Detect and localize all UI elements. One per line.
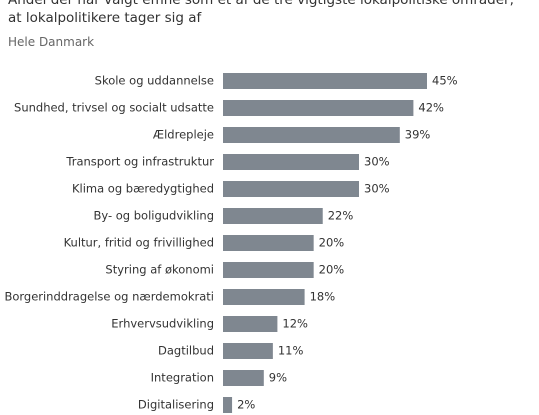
data-label: 9% xyxy=(269,371,287,385)
bar xyxy=(223,181,359,197)
data-label: 2% xyxy=(237,398,255,412)
category-label: Styring af økonomi xyxy=(105,263,214,277)
bar xyxy=(223,235,314,251)
data-label: 20% xyxy=(319,263,345,277)
category-label: Dagtilbud xyxy=(158,344,214,358)
category-label: Borgerinddragelse og nærdemokrati xyxy=(4,290,214,304)
data-label: 20% xyxy=(319,236,345,250)
bar xyxy=(223,397,233,413)
data-label: 30% xyxy=(364,182,390,196)
data-label: 18% xyxy=(310,290,336,304)
bar xyxy=(223,262,314,278)
data-label: 39% xyxy=(405,128,431,142)
data-label: 22% xyxy=(328,209,354,223)
bar xyxy=(223,289,305,305)
category-label: Klima og bæredygtighed xyxy=(72,182,214,196)
bar xyxy=(223,100,414,116)
data-label: 42% xyxy=(418,101,444,115)
chart-title: Andel der har valgt emne som et af de tr… xyxy=(8,0,514,26)
data-label: 12% xyxy=(282,317,308,331)
category-label: Transport og infrastruktur xyxy=(65,155,214,169)
category-label: By- og boligudvikling xyxy=(93,209,214,223)
bar xyxy=(223,154,359,170)
category-label: Ældrepleje xyxy=(153,128,214,142)
data-label: 30% xyxy=(364,155,390,169)
category-label: Digitalisering xyxy=(138,398,214,412)
bar xyxy=(223,73,427,89)
category-label: Integration xyxy=(151,371,214,385)
bar xyxy=(223,316,278,332)
bar xyxy=(223,370,264,386)
category-label: Sundhed, trivsel og socialt udsatte xyxy=(14,101,214,115)
category-label: Kultur, fritid og frivillighed xyxy=(64,236,214,250)
data-label: 11% xyxy=(278,344,304,358)
chart-subtitle: Hele Danmark xyxy=(8,35,95,49)
data-label: 45% xyxy=(432,74,458,88)
category-label: Erhvervsudvikling xyxy=(111,317,214,331)
bar xyxy=(223,343,273,359)
category-label: Skole og uddannelse xyxy=(95,74,214,88)
bar xyxy=(223,127,400,143)
bar xyxy=(223,208,323,224)
